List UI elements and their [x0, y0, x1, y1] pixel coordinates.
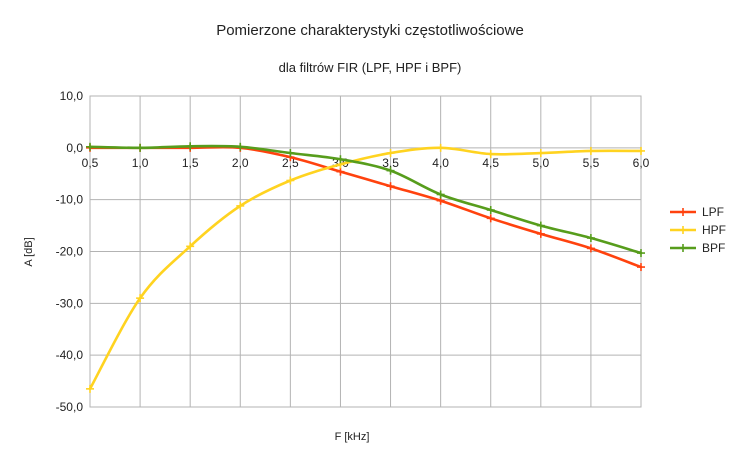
data-point-bpf [637, 249, 645, 258]
y-tick-label: -20,0 [56, 245, 84, 259]
x-tick-label: 5,5 [583, 156, 600, 170]
legend-item-lpf: LPF [670, 205, 724, 219]
data-point-hpf [186, 242, 195, 251]
legend-label: HPF [702, 223, 726, 237]
data-point-hpf [486, 150, 495, 159]
data-point-hpf [386, 149, 395, 158]
data-point-bpf [86, 142, 94, 151]
data-point-lpf [386, 182, 395, 191]
chart-title: Pomierzone charakterystyki częstotliwośc… [216, 22, 524, 39]
legend: LPF HPF BPF [670, 205, 726, 255]
x-tick-label: 3,5 [382, 156, 399, 170]
data-point-bpf [436, 190, 445, 199]
data-point-bpf [386, 166, 395, 175]
data-point-hpf [536, 149, 545, 158]
data-point-lpf [536, 229, 545, 238]
data-point-bpf [136, 143, 145, 152]
data-point-lpf [486, 214, 495, 223]
series-line-bpf [88, 144, 643, 255]
data-point-lpf [336, 167, 345, 176]
data-point-bpf [286, 149, 295, 158]
data-point-bpf [236, 142, 245, 151]
data-point-hpf [436, 143, 445, 152]
legend-label: BPF [702, 241, 725, 255]
y-tick-label: -30,0 [56, 296, 84, 310]
x-tick-label: 4,5 [482, 156, 499, 170]
y-tick-label: -40,0 [56, 348, 84, 362]
data-point-bpf [586, 234, 595, 243]
data-point-hpf [236, 201, 245, 210]
x-tick-label: 2,0 [232, 156, 249, 170]
y-tick-label: 10,0 [60, 89, 84, 103]
legend-item-bpf: BPF [670, 241, 725, 255]
x-tick-label: 0,5 [82, 156, 99, 170]
data-point-bpf [336, 155, 345, 164]
y-axis-ticks: 10,0 0,0 -10,0 -20,0 -30,0 -40,0 -50,0 [56, 89, 84, 414]
data-point-hpf [586, 146, 595, 155]
y-axis-label: A [dB] [23, 237, 35, 266]
series-bpf [86, 142, 645, 258]
x-tick-label: 4,0 [432, 156, 449, 170]
y-tick-label: -50,0 [56, 400, 84, 414]
grid [89, 95, 642, 408]
data-point-hpf [136, 294, 145, 303]
data-point-bpf [486, 206, 495, 215]
legend-label: LPF [702, 205, 724, 219]
data-point-lpf [637, 263, 645, 272]
data-point-hpf [637, 146, 645, 155]
series [86, 142, 645, 393]
y-tick-label: 0,0 [66, 141, 83, 155]
series-line-lpf [88, 145, 643, 269]
x-tick-label: 5,0 [532, 156, 549, 170]
chart-subtitle: dla filtrów FIR (LPF, HPF i BPF) [279, 60, 462, 75]
x-tick-label: 1,0 [132, 156, 149, 170]
legend-item-hpf: HPF [670, 223, 726, 237]
x-tick-label: 6,0 [633, 156, 650, 170]
data-point-hpf [86, 384, 94, 393]
data-point-hpf [286, 176, 295, 185]
series-line-hpf [88, 146, 643, 391]
data-point-bpf [536, 221, 545, 230]
data-point-bpf [186, 142, 195, 151]
x-axis-label: F [kHz] [335, 431, 370, 443]
y-tick-label: -10,0 [56, 193, 84, 207]
data-point-lpf [586, 244, 595, 253]
x-tick-label: 1,5 [182, 156, 199, 170]
